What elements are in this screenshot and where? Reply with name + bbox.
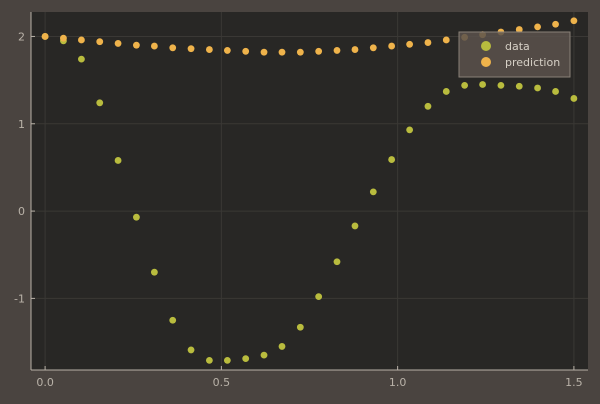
data-point [461,81,469,89]
data-point [534,84,541,92]
prediction-point [406,40,414,48]
data-point [552,88,559,95]
data-point [205,356,213,364]
data-point [406,126,414,134]
data-point [424,102,432,110]
data-point [315,293,323,301]
legend-label-data: data [505,40,530,53]
prediction-point [534,23,541,31]
x-tick-label: 1.5 [565,376,583,389]
legend-label-prediction: prediction [505,56,560,69]
data-point [260,351,268,359]
data-point [133,213,140,221]
prediction-point [388,42,396,50]
data-point [515,82,523,90]
data-point [388,156,396,163]
prediction-point [333,47,341,54]
data-point [296,323,304,331]
prediction-point [169,44,177,52]
x-tick-label: 1.0 [389,376,407,389]
prediction-point [260,48,268,56]
prediction-point [96,38,104,46]
data-point [351,222,359,230]
prediction-point [60,34,67,42]
prediction-point [187,45,195,53]
prediction-point [278,48,286,56]
data-point [442,88,450,95]
data-point [169,316,177,324]
data-point [479,81,486,88]
y-tick-label: -1 [14,292,25,305]
prediction-point [552,20,559,28]
y-tick-label: 2 [18,30,25,43]
prediction-point [369,44,377,52]
axes: 0.0 0.5 1.0 1.5 -1 0 1 2 [14,12,588,389]
data-point [242,355,250,363]
prediction-point [296,48,304,56]
prediction-point [223,47,231,54]
prediction-point [442,36,450,44]
prediction-point [205,46,213,53]
prediction-point [78,36,85,44]
series-data [41,33,578,364]
data-point [369,188,377,196]
legend: data prediction [458,31,571,78]
data-point [223,356,231,364]
data-point [150,268,158,276]
prediction-point [41,33,49,40]
data-point [570,95,578,102]
prediction-point [114,40,122,47]
prediction-point [570,17,578,25]
data-point [114,157,122,164]
prediction-point [351,46,359,53]
prediction-point [150,42,158,50]
prediction-point [315,47,323,55]
legend-marker-prediction [481,57,491,67]
prediction-point [424,39,432,46]
data-point [278,343,286,350]
y-tick-label: 1 [18,118,25,131]
legend-box [458,31,571,78]
data-point [187,346,195,354]
y-tick-label: 0 [18,205,25,218]
legend-marker-data [481,41,491,51]
x-tick-label: 0.0 [36,376,54,389]
prediction-point [242,47,250,55]
data-point [497,81,505,89]
prediction-point [133,41,140,49]
prediction-point [515,26,523,33]
data-point [78,55,85,63]
data-point [333,258,341,266]
data-point [96,99,104,107]
x-tick-label: 0.5 [213,376,231,389]
